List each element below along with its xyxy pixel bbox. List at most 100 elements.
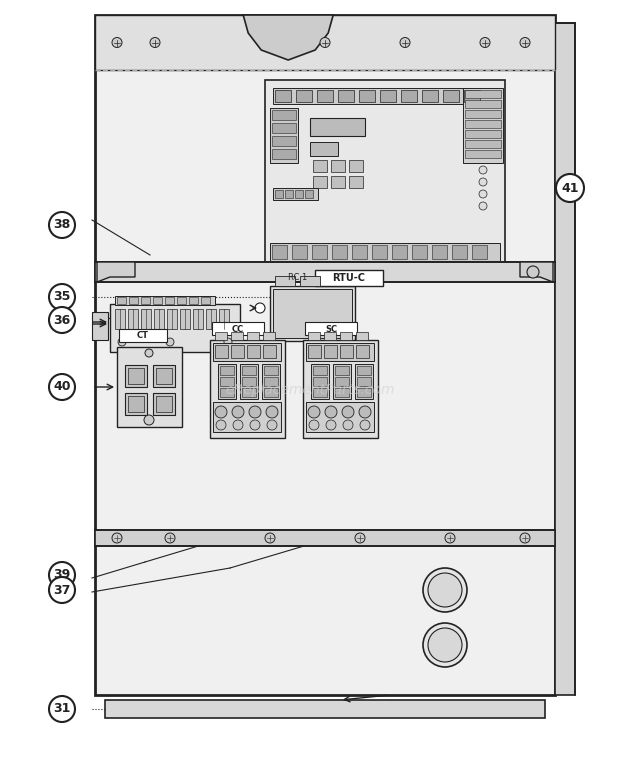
Bar [105,700,545,718]
Bar [313,176,327,188]
Bar [242,377,256,386]
Circle shape [118,338,126,346]
Circle shape [112,533,122,543]
Text: 36: 36 [53,314,71,326]
Bar [356,345,369,358]
Bar [92,312,108,340]
Bar [265,80,505,265]
Bar [220,366,234,375]
Bar [141,309,151,329]
Circle shape [520,533,530,543]
Bar [201,297,210,304]
Bar [272,123,296,133]
Bar [273,88,497,104]
Bar [180,309,190,329]
Bar [295,190,303,198]
Bar [210,340,285,438]
Circle shape [423,623,467,667]
Circle shape [309,420,319,430]
Bar [242,388,256,397]
Bar [129,297,138,304]
Bar [264,388,278,397]
Bar [296,90,312,102]
Bar [380,90,396,102]
Circle shape [479,166,487,174]
Bar [357,377,371,386]
Circle shape [342,406,354,418]
Circle shape [255,303,265,313]
Bar [331,160,345,172]
Text: RC 1: RC 1 [288,274,308,283]
Bar [125,393,147,415]
Bar [465,150,501,158]
Bar [359,90,375,102]
Bar [331,176,345,188]
Bar [313,160,327,172]
Bar [231,345,244,358]
Text: eReplacementParts.com: eReplacementParts.com [225,383,395,397]
Bar [153,365,175,387]
Bar [285,190,293,198]
Bar [165,297,174,304]
Circle shape [49,374,75,400]
Bar [349,176,363,188]
Bar [189,297,198,304]
Circle shape [224,338,232,346]
Circle shape [145,349,153,357]
Circle shape [250,420,260,430]
Bar [125,365,147,387]
Bar [219,309,229,329]
Circle shape [325,406,337,418]
Bar [332,245,347,259]
Bar [310,142,338,156]
Circle shape [216,420,226,430]
Bar [264,377,278,386]
Circle shape [267,420,277,430]
Circle shape [423,568,467,612]
Circle shape [556,174,584,202]
Bar [372,245,387,259]
Bar [117,347,182,427]
Bar [167,309,177,329]
Text: SC: SC [325,325,337,333]
Bar [465,90,501,98]
Bar [110,304,240,352]
Bar [349,160,363,172]
Text: 39: 39 [53,569,71,581]
Bar [215,332,227,340]
Bar [463,88,503,163]
Bar [464,90,480,102]
Bar [273,289,352,338]
Bar [95,15,555,695]
Bar [311,364,329,399]
Bar [115,309,125,329]
Bar [177,297,186,304]
Circle shape [233,420,243,430]
Bar [128,309,138,329]
Bar [472,245,487,259]
Bar [272,136,296,146]
Circle shape [445,533,455,543]
Bar [95,262,555,282]
Circle shape [428,573,462,607]
Bar [247,332,259,340]
Circle shape [49,212,75,238]
Bar [340,332,352,340]
Circle shape [49,696,75,722]
Text: CT: CT [137,332,149,340]
Bar [401,90,417,102]
Circle shape [232,406,244,418]
Bar [308,345,321,358]
Bar [273,188,318,200]
Bar [220,377,234,386]
Bar [95,530,555,546]
Bar [272,149,296,159]
Bar [443,90,459,102]
Bar [306,402,374,432]
Bar [315,270,383,286]
Bar [465,120,501,128]
Bar [422,90,438,102]
Bar [220,388,234,397]
Bar [263,332,275,340]
Bar [153,297,162,304]
